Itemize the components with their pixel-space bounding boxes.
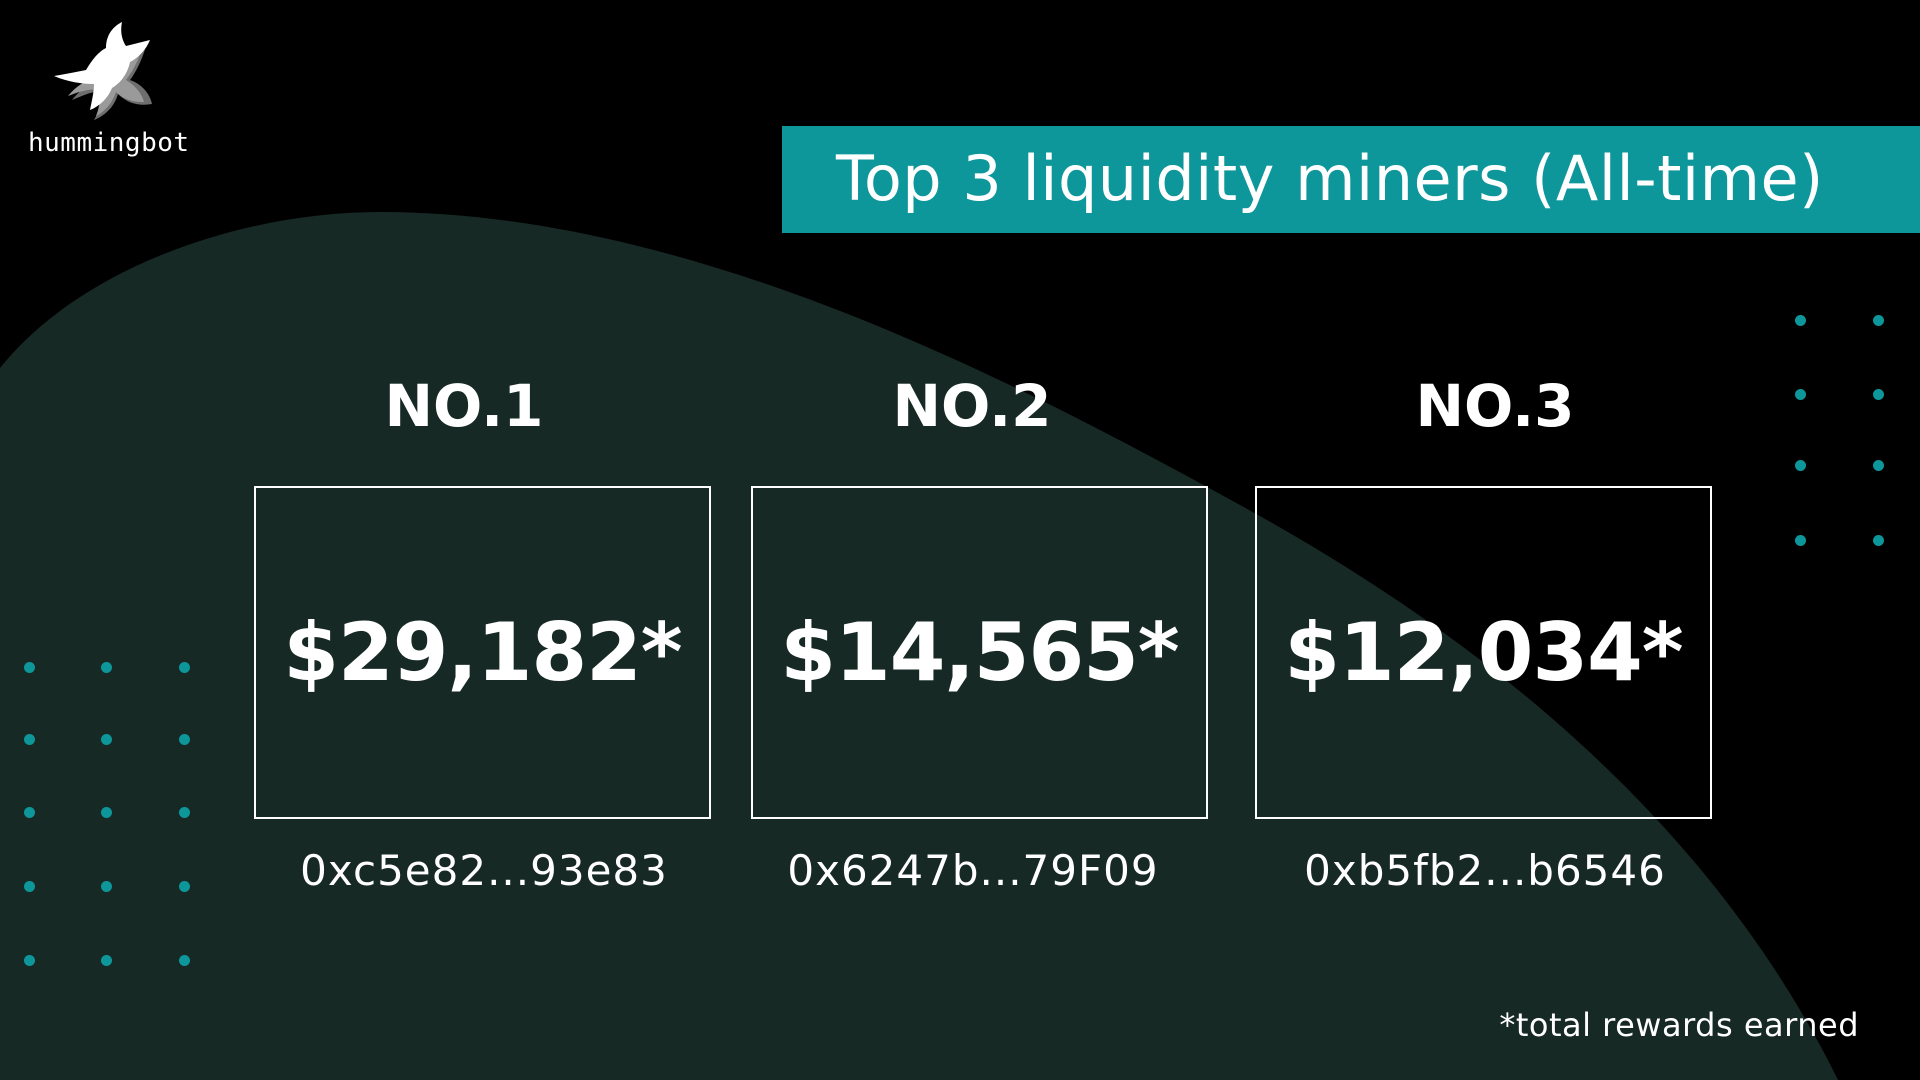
wallet-address-1: 0xc5e82...93e83 [300, 846, 668, 895]
reward-value-3: $12,034* [1284, 606, 1683, 699]
reward-value-1: $29,182* [283, 606, 682, 699]
page-title: Top 3 liquidity miners (All-time) [836, 142, 1824, 215]
title-banner: Top 3 liquidity miners (All-time) [782, 126, 1920, 233]
reward-value-2: $14,565* [780, 606, 1179, 699]
reward-card-3: $12,034* [1255, 486, 1712, 819]
rank-label-2: NO.2 [892, 372, 1052, 440]
dot-grid-right [1795, 315, 1895, 546]
rank-label-1: NO.1 [384, 372, 544, 440]
footnote: *total rewards earned [1499, 1006, 1859, 1044]
rank-label-3: NO.3 [1415, 372, 1575, 440]
wallet-address-2: 0x6247b...79F09 [787, 846, 1159, 895]
hummingbot-logo: hummingbot [28, 20, 198, 160]
reward-card-1: $29,182* [254, 486, 711, 819]
dot-grid-left [24, 662, 194, 972]
brand-name: hummingbot [28, 128, 190, 158]
reward-card-2: $14,565* [751, 486, 1208, 819]
hummingbird-icon [54, 22, 152, 120]
wallet-address-3: 0xb5fb2...b6546 [1304, 846, 1666, 895]
